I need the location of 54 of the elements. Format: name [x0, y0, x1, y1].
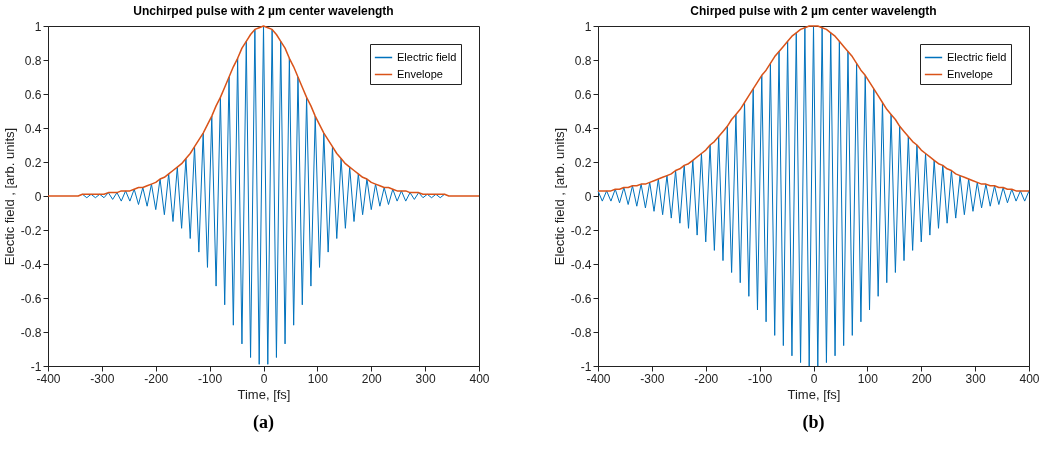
- x-axis-title: Time, [fs]: [237, 386, 291, 402]
- y-tick-label: 0.8: [24, 53, 42, 68]
- y-tick-label: 0.4: [24, 121, 42, 136]
- x-tick-label: 400: [469, 371, 490, 386]
- x-tick-label: -100: [748, 371, 773, 386]
- x-tick-label: 300: [415, 371, 436, 386]
- y-tick-label: 0.6: [574, 87, 592, 102]
- legend-label: Electric field: [947, 50, 1007, 63]
- x-tick-label: 0: [810, 371, 818, 386]
- y-tick-label: 1: [34, 19, 42, 34]
- chart-title: Chirped pulse with 2 µm center wavelength: [690, 4, 937, 18]
- x-tick-label: -400: [36, 371, 61, 386]
- y-axis-title: Electic field , [arb. units]: [551, 127, 567, 266]
- y-tick-label: 0.4: [574, 121, 592, 136]
- text: (b): [802, 412, 825, 433]
- y-tick-label: -0.6: [20, 291, 42, 306]
- y-tick-label: -0.2: [20, 223, 42, 238]
- y-tick-label: -1: [30, 359, 42, 374]
- y-tick-label: 0.2: [24, 155, 42, 170]
- x-tick-label: -100: [198, 371, 223, 386]
- x-tick-label: 0: [260, 371, 268, 386]
- y-tick-label: -0.2: [570, 223, 592, 238]
- x-tick-label: -300: [90, 371, 115, 386]
- y-tick-label: -0.4: [20, 257, 42, 272]
- legend-label: Envelope: [947, 67, 993, 80]
- x-tick-label: 400: [1019, 371, 1040, 386]
- x-tick-label: -400: [586, 371, 611, 386]
- x-tick-label: -200: [144, 371, 169, 386]
- y-axis-title: Electic field , [arb. units]: [1, 127, 17, 266]
- y-tick-label: -0.4: [570, 257, 592, 272]
- line-series: [597, 25, 1030, 192]
- y-tick-label: -0.8: [570, 325, 592, 340]
- x-tick-label: 200: [361, 371, 383, 386]
- legend-label: Envelope: [397, 67, 443, 80]
- x-tick-label: -200: [694, 371, 719, 386]
- y-tick-label: -0.6: [570, 291, 592, 306]
- y-tick-label: 0: [34, 189, 42, 204]
- y-tick-label: 0.8: [574, 53, 592, 68]
- x-tick-label: 100: [307, 371, 329, 386]
- y-tick-label: 0.2: [574, 155, 592, 170]
- y-tick-label: 1: [584, 19, 592, 34]
- legend-label: Electric field: [397, 50, 457, 63]
- y-tick-label: -0.8: [20, 325, 42, 340]
- y-tick-label: 0.6: [24, 87, 42, 102]
- x-tick-label: 100: [857, 371, 879, 386]
- chart-title: Unchirped pulse with 2 µm center wavelength: [133, 4, 394, 18]
- x-tick-label: 300: [965, 371, 986, 386]
- y-tick-label: 0: [584, 189, 592, 204]
- x-axis-title: Time, [fs]: [787, 386, 841, 402]
- x-tick-label: 200: [911, 371, 933, 386]
- y-tick-label: -1: [580, 359, 592, 374]
- x-tick-label: -300: [640, 371, 665, 386]
- line-series: [47, 25, 480, 197]
- text: (a): [253, 412, 274, 433]
